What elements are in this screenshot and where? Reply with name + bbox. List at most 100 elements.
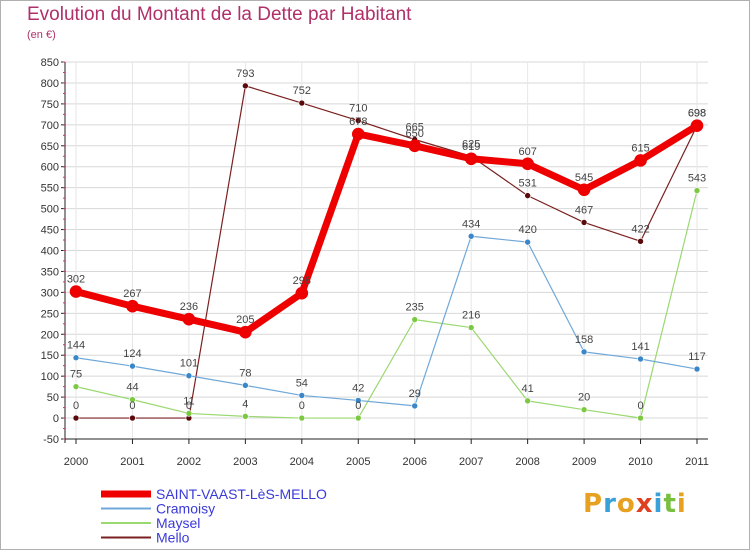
data-label: 302	[67, 274, 85, 286]
y-tick-label: 200	[41, 329, 59, 341]
data-point	[524, 397, 531, 405]
series-line	[75, 235, 698, 407]
y-tick-label: 700	[41, 120, 59, 132]
y-tick-label: 150	[41, 350, 59, 362]
data-point	[580, 219, 588, 226]
x-tick-label: 2003	[233, 456, 257, 468]
y-tick-label: 850	[41, 57, 59, 69]
data-label: 42	[352, 382, 364, 394]
data-point	[295, 286, 309, 300]
data-label: 467	[575, 204, 593, 216]
data-point	[637, 414, 644, 422]
y-tick-label: 0	[53, 413, 59, 425]
y-tick-label: 450	[41, 225, 59, 237]
data-point	[239, 325, 252, 339]
data-label: 4	[242, 398, 248, 410]
data-label: 44	[126, 382, 138, 394]
data-point	[637, 237, 644, 245]
data-label: 607	[518, 146, 536, 158]
data-label: 75	[70, 369, 82, 381]
x-tick-label: 2002	[177, 456, 201, 468]
data-label: 216	[462, 310, 480, 322]
data-point	[524, 192, 531, 199]
x-tick-label: 2009	[572, 456, 596, 468]
data-label: 650	[406, 128, 424, 140]
data-label: 615	[631, 142, 649, 154]
data-point	[351, 127, 365, 141]
data-point	[693, 187, 701, 194]
data-point	[185, 372, 193, 380]
data-label: 543	[688, 173, 706, 185]
data-point	[464, 152, 478, 166]
data-label: 117	[688, 351, 706, 363]
data-point	[298, 392, 306, 399]
data-point	[129, 414, 136, 422]
series-line	[75, 122, 699, 336]
data-point	[693, 365, 701, 373]
data-label: 710	[349, 103, 367, 115]
data-point	[634, 154, 647, 167]
data-point	[72, 354, 80, 362]
data-label: 0	[129, 400, 135, 412]
data-label: 793	[236, 68, 254, 80]
data-point	[524, 238, 531, 246]
data-label: 158	[575, 334, 593, 346]
y-tick-label: 500	[41, 204, 59, 216]
data-point	[580, 348, 588, 356]
y-tick-label: 350	[41, 266, 59, 278]
data-point	[577, 183, 591, 197]
data-label: 545	[575, 172, 593, 184]
y-tick-label: 250	[41, 308, 59, 320]
chart-subtitle: (en €)	[27, 29, 56, 41]
x-tick-label: 2007	[459, 456, 483, 468]
data-label: 0	[637, 400, 643, 412]
data-point	[126, 299, 139, 313]
x-tick-label: 2011	[685, 456, 709, 468]
data-point	[242, 82, 249, 90]
data-label: 78	[239, 367, 251, 379]
data-label: 531	[518, 178, 536, 190]
data-point	[298, 414, 306, 422]
data-point	[69, 285, 83, 298]
x-tick-label: 2006	[402, 456, 426, 468]
data-label: 11	[183, 395, 194, 407]
logo-letter: i	[676, 489, 687, 519]
data-label: 0	[355, 400, 361, 412]
y-tick-label: 50	[47, 392, 59, 404]
data-point	[242, 413, 249, 420]
data-point	[185, 410, 193, 417]
data-point	[72, 414, 80, 422]
data-label: 41	[522, 383, 534, 395]
data-label: 54	[296, 377, 308, 389]
x-tick-label: 2001	[120, 456, 144, 468]
data-label: 665	[406, 121, 424, 133]
x-tick-label: 2004	[290, 456, 314, 468]
data-label: 698	[688, 108, 706, 120]
series-line	[76, 85, 698, 419]
legend-label: SAINT-VAAST-LèS-MELLO	[156, 486, 327, 502]
logo-letter: t	[663, 489, 677, 519]
data-point	[411, 402, 419, 410]
x-tick-label: 2000	[64, 456, 88, 468]
data-point	[467, 232, 475, 240]
data-label: 236	[180, 301, 198, 313]
data-label: 267	[123, 288, 141, 300]
data-point	[242, 382, 249, 389]
y-tick-label: 600	[41, 162, 59, 174]
data-label: 144	[67, 340, 85, 352]
data-label: 434	[462, 218, 480, 230]
data-label: 420	[518, 224, 536, 236]
data-point	[521, 157, 534, 171]
data-label: 422	[631, 223, 649, 235]
y-tick-label: 300	[41, 287, 59, 299]
data-label: 619	[462, 141, 480, 153]
logo-letter: i	[653, 489, 664, 519]
data-point	[182, 312, 196, 326]
legend-label: Mello	[156, 530, 190, 546]
data-point	[411, 316, 419, 323]
data-label: 752	[293, 85, 311, 97]
y-tick-label: 400	[41, 246, 59, 258]
x-tick-label: 2005	[346, 456, 370, 468]
